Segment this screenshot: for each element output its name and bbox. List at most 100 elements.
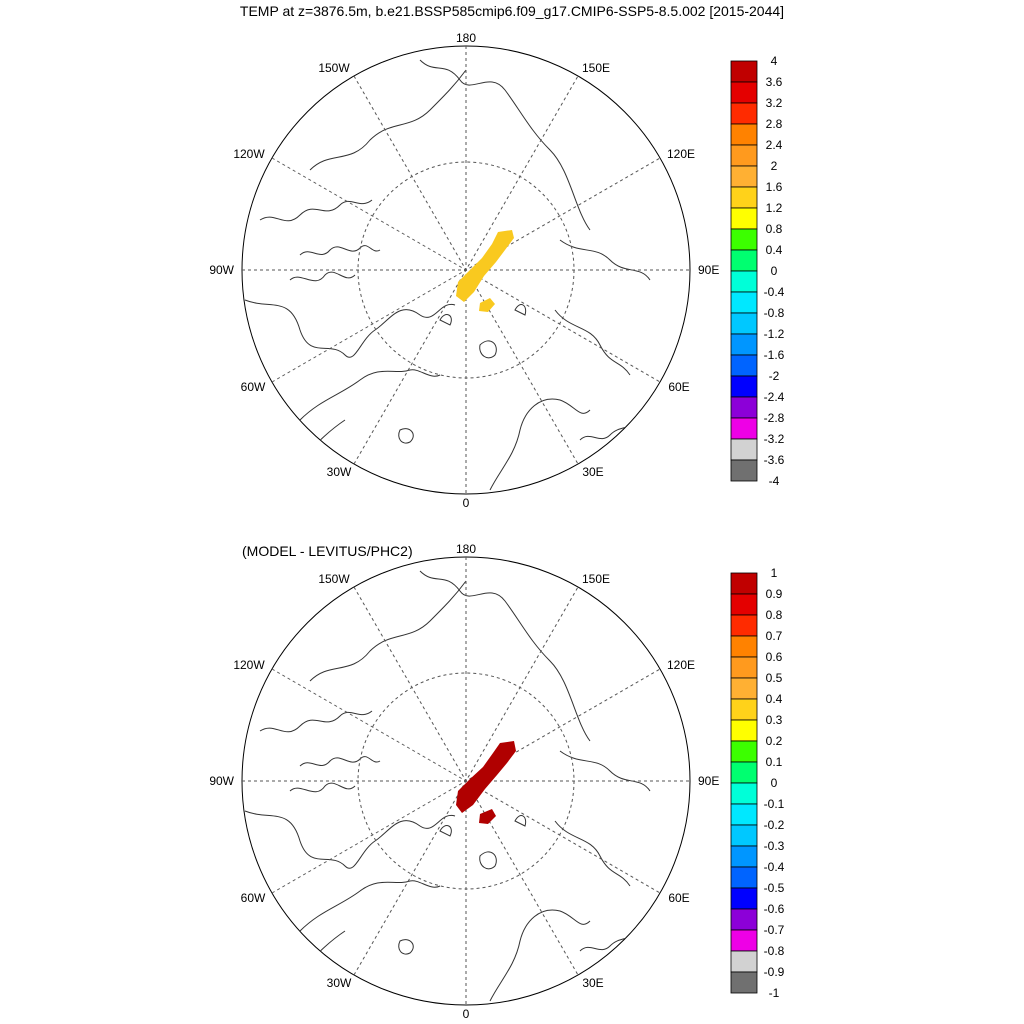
lon-label-120e: 120E [667, 147, 695, 161]
lon-label-180: 180 [456, 542, 476, 556]
lon-label-150w: 150W [318, 61, 350, 75]
colorbar-label: 0.2 [766, 734, 783, 748]
graticule [242, 46, 690, 494]
model-temperature-map: 180 0 90W 90E 150W 120W 150E 120E 60W 30… [209, 31, 719, 510]
colorbar-label: 0.4 [766, 243, 783, 257]
graticule [242, 557, 690, 1005]
colorbar-swatch [730, 719, 758, 742]
colorbar-swatch [730, 656, 758, 679]
temperature-anomaly [456, 230, 514, 312]
colorbar-label: 0.4 [766, 692, 783, 706]
colorbar-label: -2.8 [764, 411, 785, 425]
colorbar-swatch [730, 165, 758, 188]
colorbar-swatch [730, 845, 758, 868]
colorbar-label: -2.4 [764, 390, 785, 404]
colorbar-label: 0.3 [766, 713, 783, 727]
lon-label-60w: 60W [241, 380, 266, 394]
lon-label-90e: 90E [698, 263, 719, 277]
colorbar-swatch [730, 186, 758, 209]
lon-label-150e: 150E [582, 572, 610, 586]
colorbar-label: 0 [771, 264, 778, 278]
colorbar-swatch [730, 291, 758, 314]
lon-label-150e: 150E [582, 61, 610, 75]
colorbar-swatch [730, 614, 758, 637]
colorbar-label: 0.5 [766, 671, 783, 685]
colorbar-label: -0.8 [764, 944, 785, 958]
lon-label-180: 180 [456, 31, 476, 45]
colorbar-swatch [730, 740, 758, 763]
colorbar-swatch [730, 635, 758, 658]
colorbar-swatch [730, 228, 758, 251]
colorbar-label: -3.2 [764, 432, 785, 446]
colorbar-label: -0.9 [764, 965, 785, 979]
colorbar-swatch [730, 782, 758, 805]
colorbar-swatch [730, 60, 758, 83]
lon-label-150w: 150W [318, 572, 350, 586]
colorbar-label: 0.1 [766, 755, 783, 769]
colorbar-label: -0.4 [764, 285, 785, 299]
colorbar-label: 4 [771, 55, 778, 68]
colorbar-label: -0.8 [764, 306, 785, 320]
colorbar-swatch [730, 270, 758, 293]
lon-label-30e: 30E [582, 976, 603, 990]
colorbar-swatch [730, 971, 758, 994]
difference-subtitle: (MODEL - LEVITUS/PHC2) [242, 543, 413, 559]
colorbar-label: 0.8 [766, 222, 783, 236]
lon-label-90w: 90W [209, 263, 234, 277]
colorbar-label: 1 [771, 567, 778, 580]
colorbar-swatch [730, 81, 758, 104]
colorbar-swatch [730, 207, 758, 230]
colorbar-label: -2 [769, 369, 780, 383]
lon-label-120w: 120W [233, 658, 265, 672]
colorbar-label: -0.4 [764, 860, 785, 874]
colorbar-label: 0.7 [766, 629, 783, 643]
colorbar-label: -1.6 [764, 348, 785, 362]
colorbar-swatch [730, 761, 758, 784]
difference-map: 180 0 90W 90E 150W 120W 150E 120E 60W 30… [209, 542, 719, 1021]
lon-label-90w: 90W [209, 774, 234, 788]
coastlines [244, 59, 651, 491]
colorbar-swatch [730, 887, 758, 910]
colorbar-swatch [730, 572, 758, 595]
colorbar-label: 0.6 [766, 650, 783, 664]
colorbar-swatch [730, 249, 758, 272]
colorbar-swatch [730, 677, 758, 700]
lon-label-120w: 120W [233, 147, 265, 161]
colorbar-label: 2.4 [766, 138, 783, 152]
colorbar-swatch [730, 698, 758, 721]
colorbar-swatch [730, 354, 758, 377]
colorbar-swatch [730, 123, 758, 146]
colorbar-swatch [730, 438, 758, 461]
colorbar-label: -1 [769, 986, 780, 1000]
colorbar-swatch [730, 593, 758, 616]
colorbar-label: -0.1 [764, 797, 785, 811]
lon-label-0: 0 [463, 496, 470, 510]
colorbar-label: -3.6 [764, 453, 785, 467]
temperature-difference [456, 741, 516, 824]
lon-label-120e: 120E [667, 658, 695, 672]
colorbar-swatch [730, 459, 758, 482]
colorbar-swatch [730, 333, 758, 356]
colorbar-swatch [730, 375, 758, 398]
colorbar-swatch [730, 144, 758, 167]
colorbar-label: 3.6 [766, 75, 783, 89]
colorbar-swatch [730, 312, 758, 335]
colorbar-swatch [730, 102, 758, 125]
colorbar-swatch [730, 908, 758, 931]
lon-label-90e: 90E [698, 774, 719, 788]
colorbar-swatch [730, 803, 758, 826]
lon-label-30w: 30W [327, 976, 352, 990]
lon-label-60e: 60E [668, 891, 689, 905]
colorbar-label: 1.2 [766, 201, 783, 215]
colorbar-swatch [730, 396, 758, 419]
colorbar-label: -0.7 [764, 923, 785, 937]
lon-label-30w: 30W [327, 465, 352, 479]
colorbar-label: 1.6 [766, 180, 783, 194]
model-colorbar: 4 3.6 3.2 2.8 2.4 2 1.6 1.2 0.8 0.4 0 -0.4 -0.8 -1.2 -… [730, 55, 785, 488]
colorbar-label: 0 [771, 776, 778, 790]
lon-label-60w: 60W [241, 891, 266, 905]
colorbar-swatch [730, 929, 758, 952]
colorbar-label: -0.2 [764, 818, 785, 832]
lon-label-60e: 60E [668, 380, 689, 394]
colorbar-label: 0.8 [766, 608, 783, 622]
